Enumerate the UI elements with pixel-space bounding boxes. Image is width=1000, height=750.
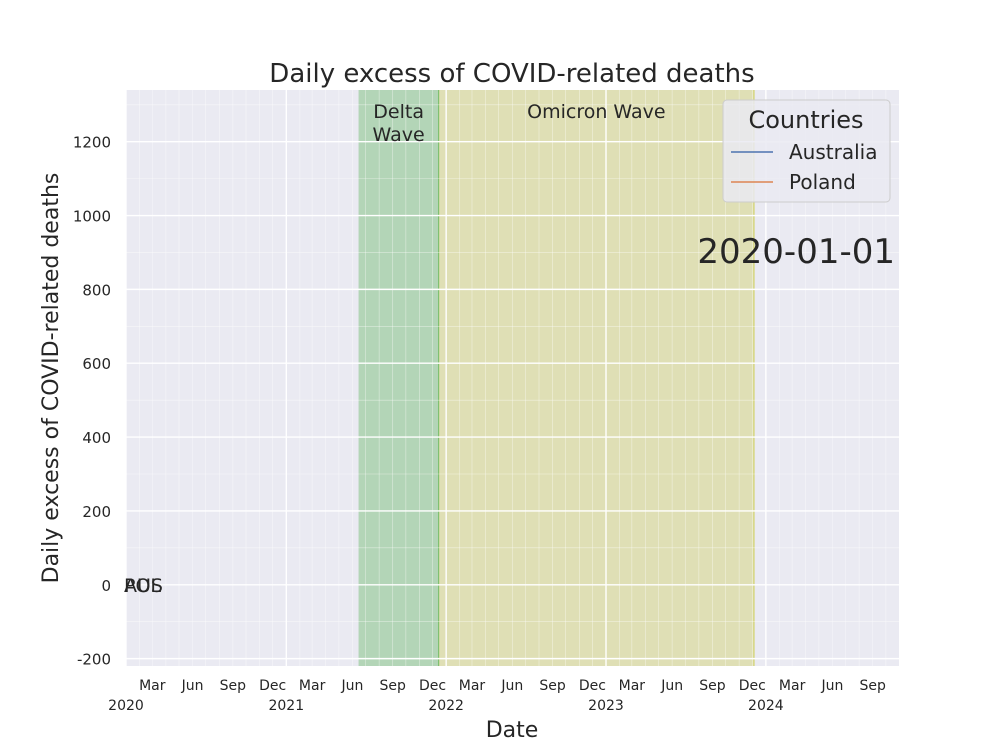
band-labels: Delta Wave Omicron Wave [373,101,666,146]
band-label-0: Delta Wave [373,101,425,146]
x-tick-label: Dec [419,678,446,694]
current-date-label: 2020-01-01 [697,232,895,272]
y-tick-label: 400 [82,429,111,447]
x-tick-label: Mar [299,678,326,694]
y-axis-ticks: -200 0 200 400 600 800 1000 1200 [73,134,111,669]
x-year-label: 2021 [268,698,304,714]
x-tick-label: Sep [380,678,407,694]
x-axis-ticks: Mar Jun Sep Dec Mar Jun Sep Dec Mar Jun Sep Dec Mar J… [108,678,886,714]
legend-label-poland: Poland [789,170,856,194]
x-tick-label: Jun [340,678,363,694]
y-tick-label: 1000 [73,208,111,226]
y-tick-label: 1200 [73,134,111,152]
y-tick-label: 200 [82,503,111,521]
x-tick-label: Jun [660,678,683,694]
x-tick-label: Sep [860,678,887,694]
series-end-label-poland: POL [124,575,161,597]
y-tick-label: 800 [82,281,111,299]
x-tick-label: Sep [539,678,566,694]
x-tick-label: Mar [459,678,486,694]
band-0 [358,90,439,666]
series-end-label-australia: AUS [124,575,163,597]
x-axis-label: Date [486,718,539,743]
band-label-line: Omicron Wave [527,101,665,123]
y-tick-label: 0 [101,577,111,595]
x-tick-label: Jun [181,678,204,694]
wave-bands [358,90,755,666]
x-tick-label: Dec [259,678,286,694]
y-tick-label: -200 [77,651,111,669]
legend: Countries Australia Poland [722,99,891,203]
y-axis-label: Daily excess of COVID-related deaths [39,173,64,584]
x-tick-label: Mar [619,678,646,694]
x-tick-label: Jun [820,678,843,694]
chart-title: Daily excess of COVID-related deaths [269,59,754,89]
band-label-1: Omicron Wave [527,101,665,123]
legend-label-australia: Australia [789,140,877,164]
band-label-line: Delta [373,101,424,123]
x-tick-label: Mar [139,678,166,694]
y-tick-label: 600 [82,355,111,373]
band-label-line: Wave [373,124,425,146]
x-tick-label: Sep [220,678,247,694]
legend-box [722,99,891,203]
x-year-label: 2020 [108,698,144,714]
x-tick-label: Sep [699,678,726,694]
x-tick-label: Jun [500,678,523,694]
legend-title: Countries [748,106,863,134]
x-tick-label: Mar [779,678,806,694]
x-year-label: 2024 [748,698,784,714]
x-tick-label: Dec [579,678,606,694]
x-year-label: 2023 [588,698,624,714]
x-tick-label: Dec [739,678,766,694]
x-year-label: 2022 [428,698,464,714]
band-1 [438,90,755,666]
